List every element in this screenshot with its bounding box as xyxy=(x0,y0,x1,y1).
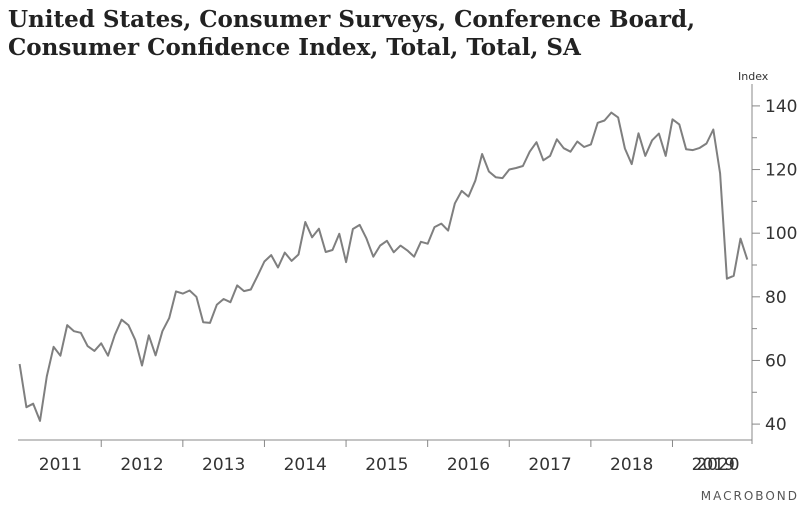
series-line xyxy=(18,111,749,422)
x-tick-label: 2017 xyxy=(528,455,571,475)
y-tick-label: 120 xyxy=(765,161,797,181)
x-tick-label: 2014 xyxy=(284,455,327,475)
x-tick-label: 2019 xyxy=(692,455,735,475)
y-tick-label: 100 xyxy=(765,224,797,244)
chart-title-line-1: United States, Consumer Surveys, Confere… xyxy=(8,6,696,33)
x-tick-label: 2015 xyxy=(365,455,408,475)
brand-logo: MACROBOND xyxy=(700,489,799,503)
x-tick-label: 2012 xyxy=(120,455,163,475)
y-tick-label: 60 xyxy=(765,351,787,371)
series-layer xyxy=(18,111,749,422)
x-tick-label: 2020 xyxy=(696,455,739,475)
y-axis: 40 60 80 100 120 140 xyxy=(751,84,797,444)
y-tick-label: 140 xyxy=(765,97,797,117)
x-tick-label: 2018 xyxy=(610,455,653,475)
chart-title-line-2: Consumer Confidence Index, Total, Total,… xyxy=(8,34,581,61)
x-tick-label: 2011 xyxy=(39,455,82,475)
y-tick-label: 80 xyxy=(765,288,787,308)
x-tick-label: 2013 xyxy=(202,455,245,475)
y-axis-unit-label: Index xyxy=(738,70,769,83)
y-tick-label: 40 xyxy=(765,415,787,435)
x-tick-label: 2016 xyxy=(447,455,490,475)
chart-title: United States, Consumer Surveys, Confere… xyxy=(8,6,788,62)
